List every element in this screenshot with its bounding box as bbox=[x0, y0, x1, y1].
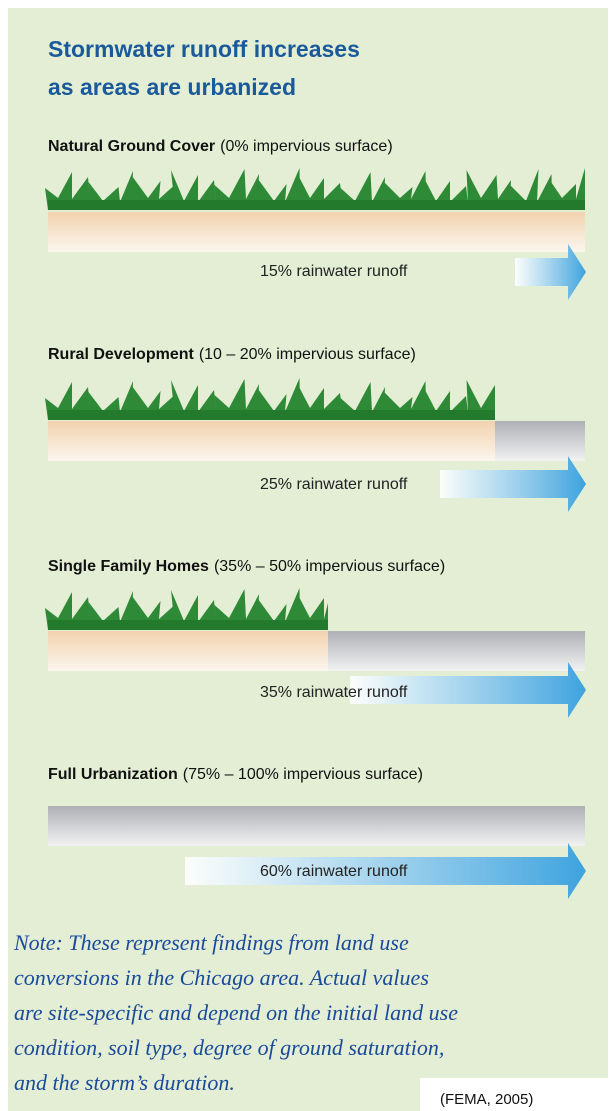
pavement bbox=[328, 631, 585, 671]
section-heading: Single Family Homes (35% – 50% impervious… bbox=[48, 558, 445, 575]
note: condition, soil type, degree of ground s… bbox=[14, 1035, 444, 1060]
infographic: Stormwater runoff increases as areas are… bbox=[0, 0, 616, 1111]
grass-base bbox=[48, 200, 585, 210]
note: are site-specific and depend on the init… bbox=[14, 1000, 458, 1025]
section-heading: Rural Development (10 – 20% impervious su… bbox=[48, 346, 416, 363]
section-heading: Full Urbanization (75% – 100% impervious … bbox=[48, 766, 423, 783]
heading-bold: Single Family Homes bbox=[48, 558, 209, 575]
runoff-label: 35% rainwater runoff bbox=[260, 684, 408, 701]
soil bbox=[48, 421, 495, 461]
heading-detail: (10 – 20% impervious surface) bbox=[199, 346, 416, 363]
pavement bbox=[495, 421, 585, 461]
runoff-label: 15% rainwater runoff bbox=[260, 263, 408, 280]
grass-base bbox=[48, 410, 495, 420]
title: as areas are urbanized bbox=[48, 74, 296, 100]
citation: (FEMA, 2005) bbox=[440, 1091, 533, 1108]
heading-bold: Rural Development bbox=[48, 346, 194, 363]
soil bbox=[48, 631, 328, 671]
grass-base bbox=[48, 620, 328, 630]
note: Note: These represent findings from land… bbox=[13, 930, 409, 955]
heading-detail: (0% impervious surface) bbox=[220, 138, 393, 155]
note: conversions in the Chicago area. Actual … bbox=[14, 965, 429, 990]
soil bbox=[48, 212, 585, 252]
heading-bold: Full Urbanization bbox=[48, 766, 178, 783]
heading-detail: (35% – 50% impervious surface) bbox=[214, 558, 445, 575]
heading-detail: (75% – 100% impervious surface) bbox=[183, 766, 423, 783]
pavement bbox=[48, 806, 585, 846]
runoff-label: 60% rainwater runoff bbox=[260, 863, 408, 880]
heading-bold: Natural Ground Cover bbox=[48, 138, 215, 155]
runoff-label: 25% rainwater runoff bbox=[260, 476, 408, 493]
note: and the storm’s duration. bbox=[14, 1070, 235, 1095]
section-heading: Natural Ground Cover (0% impervious surfa… bbox=[48, 138, 393, 155]
title: Stormwater runoff increases bbox=[48, 36, 360, 62]
